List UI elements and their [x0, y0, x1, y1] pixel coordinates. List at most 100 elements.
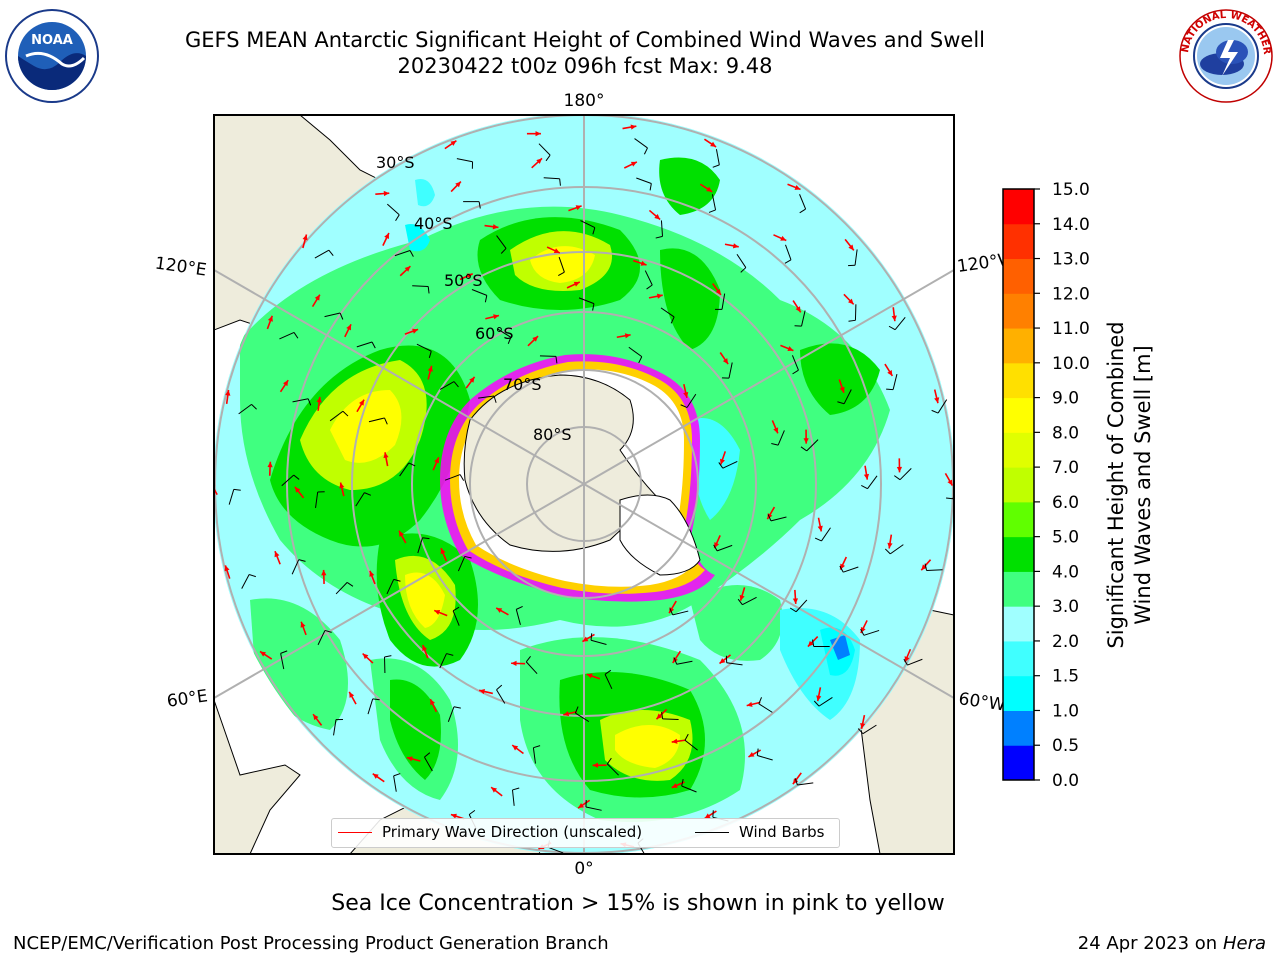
wind-barb: [393, 773, 401, 792]
colorbar-band: [1003, 467, 1034, 503]
colorbar-tick-label: 5.0: [1052, 528, 1079, 548]
wind-barb: [574, 706, 590, 723]
wind-barb: [673, 657, 693, 665]
wind-barb: [903, 658, 923, 666]
wave-arrow: [399, 265, 411, 277]
wind-barb: [718, 460, 738, 469]
wind-barb: [791, 355, 799, 375]
wind-barb: [888, 316, 906, 331]
wave-arrow: [224, 565, 231, 579]
wave-arrow: [719, 451, 727, 465]
wind-barb: [539, 355, 558, 364]
wind-barb: [660, 307, 675, 324]
wave-arrow: [739, 587, 746, 601]
wind-barb: [496, 684, 506, 704]
wave-arrow: [586, 673, 601, 680]
lat-label-80s: 80°S: [533, 425, 572, 444]
wave-arrow: [771, 420, 779, 434]
colorbar-band: [1003, 362, 1034, 399]
wind-barb: [315, 491, 325, 508]
colorbar-tick-label: 2.0: [1052, 632, 1079, 652]
wind-barb: [335, 581, 354, 595]
wind-barb: [580, 220, 596, 235]
wind-barb: [478, 395, 497, 403]
wave-arrow: [432, 457, 440, 471]
wind-barb: [794, 778, 814, 786]
wind-barb: [860, 628, 880, 636]
wind-barb: [423, 752, 433, 772]
wind-barb: [771, 430, 785, 446]
wave-arrow: [490, 786, 503, 797]
wind-barb: [416, 343, 432, 359]
wind-barb: [712, 149, 720, 168]
colorbar-tick-label: 1.0: [1052, 701, 1079, 721]
wave-arrow: [887, 534, 893, 549]
wind-barb: [893, 467, 912, 481]
wave-arrow: [904, 648, 912, 663]
colorbar-tick-label: 6.0: [1052, 493, 1079, 513]
colorbar-tick-label: 1.5: [1052, 667, 1079, 687]
wind-barb: [590, 633, 607, 645]
wave-arrow: [577, 799, 591, 809]
wave-arrow: [713, 535, 721, 549]
wind-barb: [238, 403, 257, 415]
wind-barb: [314, 249, 334, 259]
wind-barb: [511, 787, 520, 806]
wave-arrow: [279, 379, 289, 393]
wave-arrow: [383, 452, 389, 467]
colorbar-band: [1003, 536, 1034, 572]
wind-barb: [456, 158, 474, 169]
wave-arrow: [465, 376, 476, 389]
colorbar-tick-label: 9.0: [1052, 389, 1079, 409]
wave-arrow: [259, 650, 273, 660]
wind-barb: [412, 285, 430, 294]
wave-arrow: [312, 713, 323, 726]
wind-barb: [655, 220, 664, 239]
wind-barb: [684, 733, 698, 751]
wind-barb: [839, 565, 859, 573]
wind-barb: [457, 555, 472, 572]
colorbar-band: [1003, 571, 1034, 607]
sea-ice-caption: Sea Ice Concentration > 15% is shown in …: [331, 891, 945, 916]
wind-barb: [721, 362, 733, 379]
wind-barb: [756, 748, 773, 761]
wave-arrow: [792, 300, 802, 313]
wave-arrow: [896, 458, 903, 473]
wave-arrow: [444, 140, 457, 150]
wind-barb: [447, 706, 461, 722]
wave-arrow: [294, 486, 305, 499]
wind-barb: [924, 563, 943, 571]
wind-barb: [634, 138, 648, 155]
wind-barb: [439, 381, 459, 390]
wave-arrow: [719, 352, 729, 365]
footer-date: 24 Apr 2023 on Hera: [1078, 933, 1266, 954]
legend-wind-label: Wind Barbs: [739, 823, 825, 841]
wind-barb: [578, 297, 595, 311]
colorbar-tick-label: 14.0: [1052, 215, 1090, 235]
wind-barb: [452, 606, 460, 626]
wave-arrow: [339, 482, 345, 497]
wind-barb: [800, 439, 819, 452]
wave-arrow: [321, 569, 327, 584]
wave-arrow: [566, 281, 581, 289]
colorbar-band: [1003, 745, 1034, 781]
wind-barb: [767, 514, 787, 522]
wind-barb: [628, 346, 643, 364]
wave-arrow: [817, 517, 823, 532]
legend-wave-label: Primary Wave Direction (unscaled): [382, 823, 643, 841]
wave-arrow: [843, 293, 855, 305]
wave-arrow: [616, 333, 631, 339]
wind-barb: [444, 474, 465, 481]
colorbar-band: [1003, 432, 1034, 468]
wave-arrow: [633, 259, 647, 266]
wind-barb: [606, 757, 619, 776]
colorbar-tick-label: 8.0: [1052, 423, 1079, 443]
wind-barb: [317, 629, 332, 646]
wave-arrow: [816, 687, 822, 702]
wind-barb: [737, 596, 757, 606]
colorbar-bands: [1003, 189, 1034, 781]
colorbar-label-line2: Wind Waves and Swell [m]: [1131, 345, 1155, 625]
wave-arrow: [511, 744, 524, 755]
nws-logo-icon: NATIONAL WEATHER SERVICE: [1178, 8, 1273, 103]
wind-barb: [292, 398, 312, 406]
